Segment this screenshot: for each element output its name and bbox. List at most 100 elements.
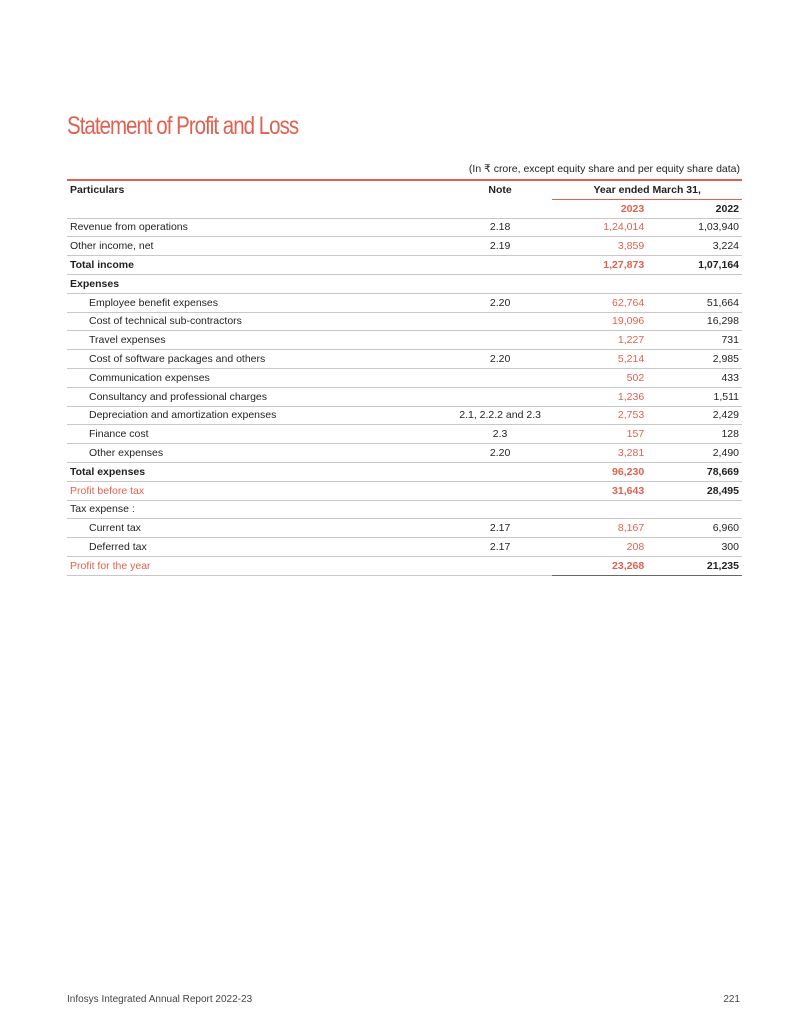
row-label: Travel expenses [67,330,448,351]
row-note: 2.20 [447,349,553,369]
value-2023: 3,859 [552,236,648,257]
table-row: Expenses [67,274,742,294]
row-note [447,274,553,294]
table-row: Depreciation and amortization expenses 2.… [67,406,742,426]
table-row: Employee benefit expenses 2.20 62,764 51,66… [67,293,742,313]
row-label: Consultancy and professional charges [67,387,448,407]
value-2023: 5,214 [552,349,648,369]
row-label: Profit before tax [67,481,448,501]
value-2022: 128 [647,424,742,445]
unit-note: (In ₹ crore, except equity share and per… [468,163,740,175]
row-note: 2.1, 2.2.2 and 2.3 [447,406,553,426]
row-note: 2.17 [447,537,553,557]
page-number: 221 [723,994,740,1005]
value-2022: 78,669 [647,461,742,482]
row-note [447,387,553,407]
table-row: Consultancy and professional charges 1,23… [67,387,742,407]
value-2022: 300 [647,537,742,557]
row-label: Tax expense : [67,500,448,520]
row-note [447,481,553,501]
row-label: Cost of software packages and others [67,349,448,369]
period-header: Year ended March 31, [552,180,742,200]
value-2022: 731 [647,330,742,351]
row-label: Communication expenses [67,368,448,388]
value-2022: 1,511 [647,387,742,407]
row-label: Depreciation and amortization expenses [67,406,448,426]
row-label: Deferred tax [67,537,448,557]
value-2022: 6,960 [647,518,742,539]
row-note: 2.20 [447,443,553,463]
value-2023: 31,643 [552,480,648,501]
row-label: Other income, net [67,236,448,257]
row-label: Expenses [67,274,448,294]
note-header: Note [488,184,512,197]
year-2023-header: 2023 [552,199,648,219]
value-2022: 2,429 [647,406,742,426]
row-label: Total income [67,255,448,275]
row-note [447,255,553,275]
table-row: Cost of technical sub-contractors 19,096 1… [67,312,742,332]
row-label: Revenue from operations [67,218,448,238]
value-2023: 2,753 [552,406,648,426]
value-2022 [647,274,742,294]
row-note [447,462,553,482]
row-note: 2.17 [447,518,553,539]
value-2023: 1,27,873 [552,255,648,275]
particulars-header: Particulars [70,184,125,197]
value-2023: 157 [552,424,648,445]
page-title: Statement of Profit and Loss [67,112,299,140]
header-row: Particulars Note Year ended March 31, [67,180,742,200]
value-2023: 3,281 [552,443,648,463]
value-2023: 1,236 [552,387,648,407]
value-2022: 21,235 [647,555,742,576]
row-label: Profit for the year [67,556,448,576]
value-2022: 16,298 [647,312,742,332]
table-row: Finance cost 2.3 157 128 [67,424,742,445]
table-row: Profit before tax 31,643 28,495 [67,480,742,501]
value-2023 [552,500,648,520]
row-label: Finance cost [67,424,448,445]
table-row: Total income 1,27,873 1,07,164 [67,255,742,275]
table-row: Revenue from operations 2.18 1,24,014 1,03,… [67,218,742,238]
value-2023: 62,764 [552,293,648,313]
profit-loss-table: Particulars Note Year ended March 31, 20… [67,179,742,576]
footer-report-title: Infosys Integrated Annual Report 2022-23 [67,994,253,1005]
row-label: Other expenses [67,443,448,463]
row-note: 2.19 [447,236,553,257]
value-2023 [552,274,648,294]
value-2023: 1,24,014 [552,218,648,238]
value-2022: 2,490 [647,443,742,463]
table-row: Other expenses 2.20 3,281 2,490 [67,443,742,463]
table-row: Tax expense : [67,500,742,520]
row-note [447,330,553,351]
table-row: Communication expenses 502 433 [67,368,742,388]
table-row: Profit for the year 23,268 21,235 [67,555,742,576]
row-note: 2.20 [447,293,553,313]
value-2022: 2,985 [647,349,742,369]
row-note: 2.3 [447,424,553,445]
value-2022: 51,664 [647,293,742,313]
value-2022: 1,07,164 [647,255,742,275]
row-label: Cost of technical sub-contractors [67,312,448,332]
row-note [447,368,553,388]
value-2023: 502 [552,368,648,388]
value-2022: 1,03,940 [647,218,742,238]
value-2022 [647,500,742,520]
row-label: Total expenses [67,462,448,482]
value-2023: 208 [552,537,648,557]
table-row: Total expenses 96,230 78,669 [67,461,742,482]
table-row: Other income, net 2.19 3,859 3,224 [67,236,742,257]
row-note [447,500,553,520]
value-2023: 19,096 [552,312,648,332]
value-2023: 1,227 [552,330,648,351]
table-row: Cost of software packages and others 2.20… [67,349,742,369]
value-2023: 96,230 [552,461,648,482]
year-2022-header: 2022 [647,199,742,219]
table-row: Travel expenses 1,227 731 [67,330,742,351]
value-2023: 8,167 [552,518,648,539]
row-label: Employee benefit expenses [67,293,448,313]
value-2022: 433 [647,368,742,388]
row-note [447,556,553,576]
row-label: Current tax [67,518,448,539]
value-2023: 23,268 [552,555,648,576]
